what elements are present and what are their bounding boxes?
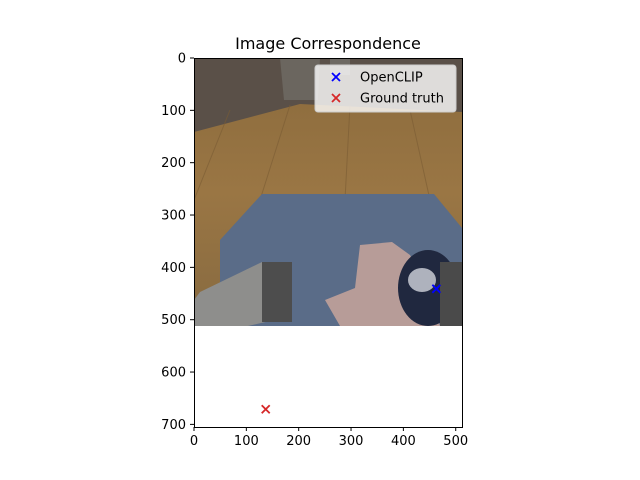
ground-truth-marker — [261, 404, 271, 414]
x-tick-label: 500 — [443, 434, 468, 449]
legend: OpenCLIP Ground truth — [314, 64, 457, 113]
y-tick-label: 400 — [161, 261, 186, 276]
y-tick-label: 0 — [178, 52, 186, 67]
legend-openclip-label: OpenCLIP — [360, 71, 423, 86]
y-tick-label: 200 — [161, 156, 186, 171]
legend-ground-truth-marker — [331, 93, 341, 103]
y-tick-label: 300 — [161, 209, 186, 224]
y-tick-label: 600 — [161, 366, 186, 381]
chart-title: Image Correspondence — [235, 34, 421, 53]
x-tick-label: 400 — [391, 434, 416, 449]
y-tick-label: 500 — [161, 313, 186, 328]
legend-ground-truth-label: Ground truth — [360, 92, 444, 107]
x-tick-label: 100 — [234, 434, 259, 449]
y-tick-label: 100 — [161, 104, 186, 119]
x-tick-label: 300 — [339, 434, 364, 449]
legend-openclip-marker — [331, 72, 341, 82]
y-tick-label: 700 — [161, 418, 186, 433]
openclip-marker — [431, 284, 441, 294]
y-axis-ticks: 0 100 200 300 400 500 600 700 — [161, 52, 194, 433]
x-tick-label: 200 — [286, 434, 311, 449]
x-axis-ticks: 0 100 200 300 400 500 — [190, 427, 468, 449]
x-tick-label: 0 — [190, 434, 198, 449]
axes-spines — [194, 58, 463, 428]
scatter-markers — [261, 284, 441, 414]
